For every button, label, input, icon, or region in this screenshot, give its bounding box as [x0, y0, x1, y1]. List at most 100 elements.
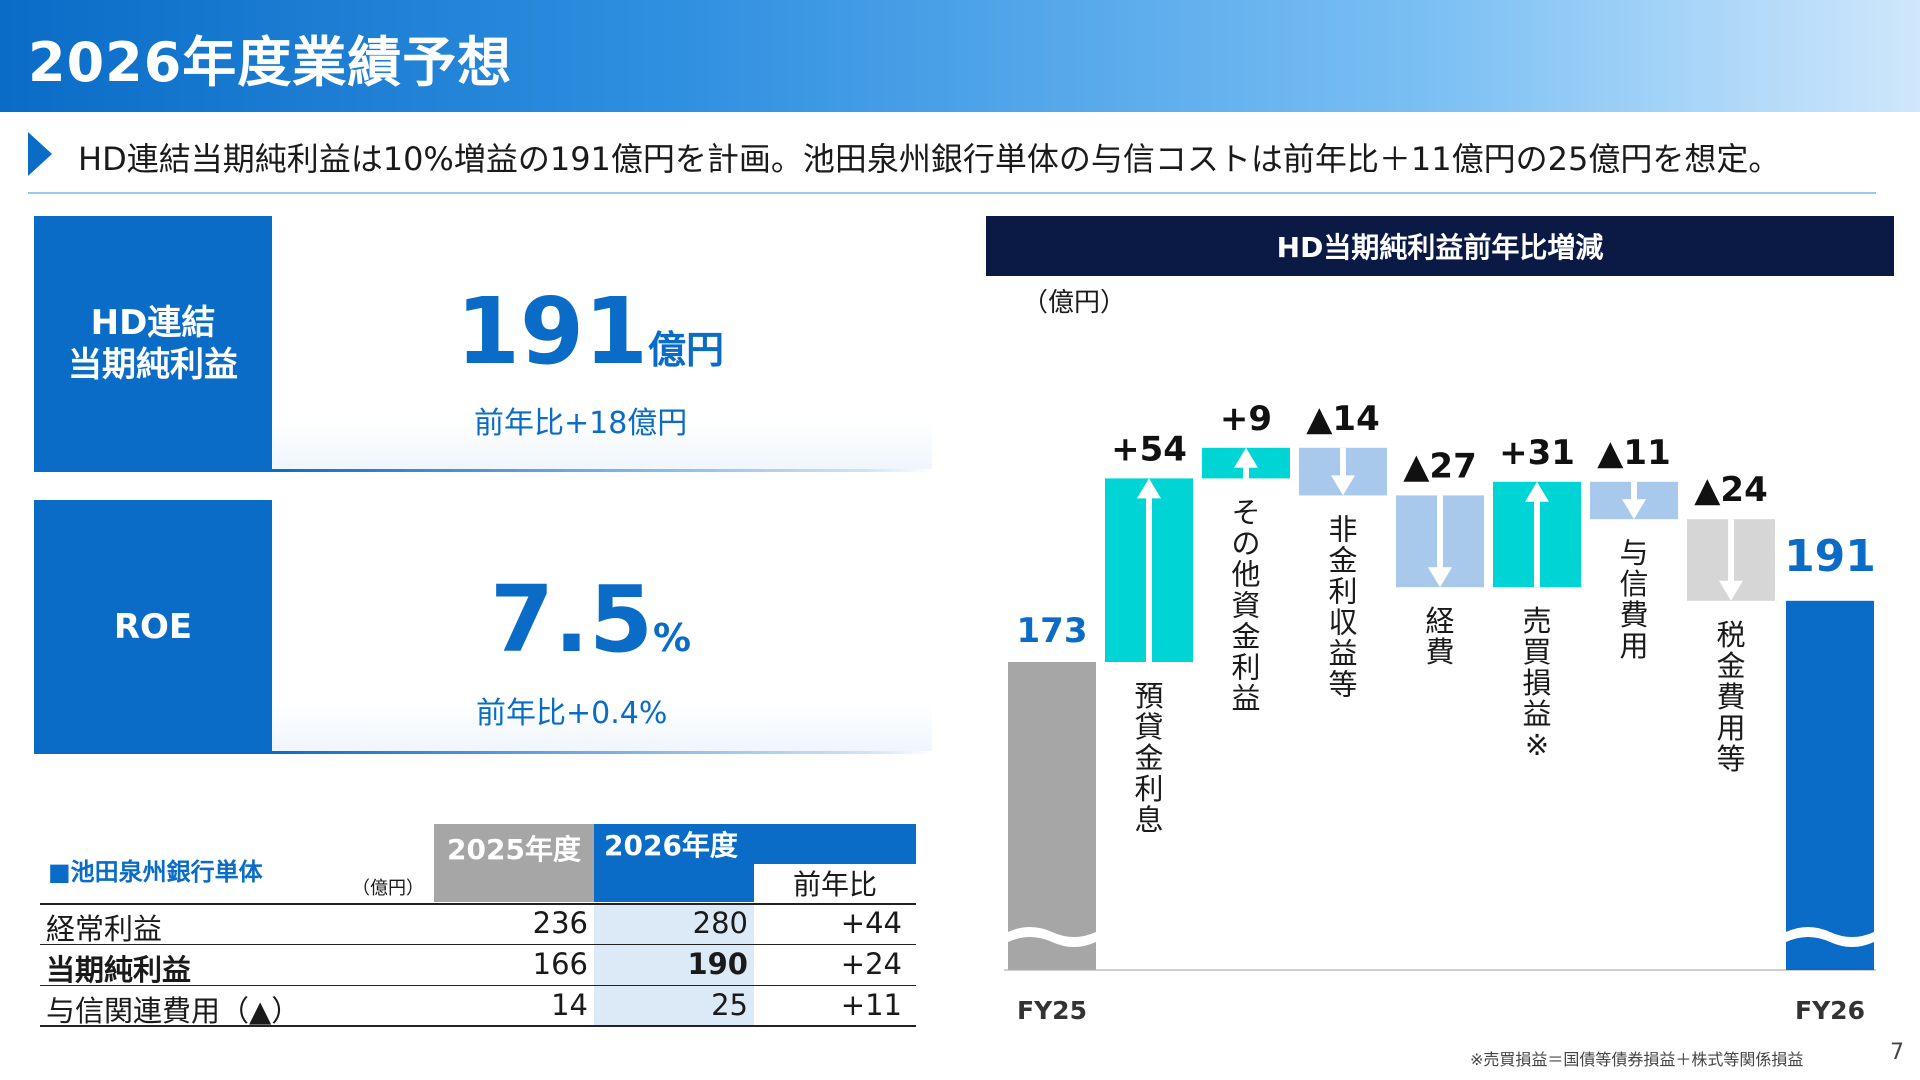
page-title: 2026年度業績予想 — [28, 31, 513, 94]
table-header-2026-text: 2026年度 — [604, 829, 738, 862]
data-label-step: ▲27 — [1403, 446, 1476, 486]
up-arrow-icon — [1137, 478, 1161, 499]
category-label: 金 — [1716, 649, 1745, 683]
data-label-step: +9 — [1220, 399, 1272, 439]
lead-text: HD連結当期純利益は10%増益の191億円を計画。池田泉州銀行単体の与信コストは… — [78, 140, 1781, 178]
category-label: 利 — [1328, 574, 1357, 608]
table-header-2026-fill — [594, 864, 754, 902]
table-cell-2026: 190 — [687, 947, 748, 981]
bar-fy26 — [1786, 600, 1874, 970]
kpi-net-income-value: 191億円 — [456, 278, 724, 385]
down-arrow-icon — [1728, 519, 1734, 583]
table-row-label: 与信関連費用（▲） — [46, 994, 301, 1028]
category-label: 益 — [1522, 697, 1551, 731]
category-label: 非 — [1328, 512, 1357, 546]
lead-divider — [28, 192, 1876, 194]
category-label: 売 — [1522, 604, 1551, 638]
table-cell-2025: 166 — [532, 947, 588, 981]
up-arrow-icon — [1243, 465, 1249, 479]
kpi-net-income-panel — [272, 216, 932, 472]
down-arrow-icon — [1622, 499, 1646, 520]
axis-break-mark — [1786, 927, 1874, 947]
axis-break-mark — [1008, 927, 1096, 947]
down-arrow-icon — [1340, 447, 1346, 478]
lead-arrow-icon — [28, 132, 52, 176]
chart-unit-label: （億円） — [1022, 288, 1126, 318]
kpi-roe-unit: % — [652, 616, 692, 660]
category-label: 益 — [1231, 681, 1260, 715]
kpi-net-income-unit: 億円 — [648, 328, 725, 372]
kpi-net-income-number: 191 — [456, 278, 649, 385]
category-label: 費 — [1425, 635, 1454, 669]
category-label: 貸 — [1134, 710, 1163, 744]
down-arrow-icon — [1719, 580, 1743, 601]
kpi-net-income-underline — [272, 469, 932, 472]
kpi-net-income-label: HD連結 当期純利益 — [34, 216, 272, 472]
x-tick-fy26: FY26 — [1795, 996, 1865, 1025]
title-bar: 2026年度業績予想 — [0, 0, 1920, 112]
category-label: 益 — [1328, 636, 1357, 670]
down-arrow-icon — [1331, 475, 1355, 496]
page-number: 7 — [1890, 1040, 1904, 1065]
data-label-step: +31 — [1499, 433, 1575, 473]
chart-title-text: HD当期純利益前年比増減 — [1276, 231, 1604, 264]
kpi-net-income-yoy: 前年比+18億円 — [474, 406, 688, 441]
kpi-roe-value: 7.5% — [490, 566, 691, 673]
table-rule — [40, 903, 916, 905]
table-cell-yoy: +24 — [840, 947, 902, 981]
table-rule — [40, 944, 916, 945]
category-label: 収 — [1328, 605, 1357, 639]
kpi-roe-yoy: 前年比+0.4% — [476, 696, 668, 731]
table-cell-2025: 14 — [551, 988, 588, 1022]
category-label: 損 — [1522, 666, 1551, 700]
table-header-yoy: 前年比 — [754, 864, 916, 902]
table-header-2026: 2026年度 — [594, 824, 916, 864]
category-label: 信 — [1619, 567, 1648, 601]
up-arrow-icon — [1146, 496, 1152, 662]
category-label: 用 — [1716, 711, 1745, 745]
category-label: 息 — [1134, 803, 1163, 837]
category-label: 利 — [1231, 650, 1260, 684]
table-header-yoy-text: 前年比 — [792, 868, 877, 901]
table-cell-yoy: +44 — [840, 906, 902, 940]
x-tick-fy25: FY25 — [1017, 996, 1087, 1025]
category-label: 与 — [1619, 536, 1648, 570]
up-arrow-icon — [1525, 481, 1549, 502]
category-label: 等 — [1328, 667, 1357, 701]
down-arrow-icon — [1631, 481, 1637, 502]
data-label-step: +54 — [1111, 429, 1187, 469]
table-cell-2026: 25 — [711, 988, 748, 1022]
category-label: 金 — [1328, 543, 1357, 577]
table-cell-2026: 280 — [692, 906, 748, 940]
table-caption: ■池田泉州銀行単体 — [48, 858, 263, 886]
data-label-step: ▲11 — [1597, 433, 1670, 473]
kpi-roe-label: ROE — [34, 500, 272, 754]
table-header-2025: 2025年度 — [434, 824, 594, 902]
table-cell-2025: 236 — [532, 906, 588, 940]
kpi-roe-label-text: ROE — [113, 606, 193, 647]
category-label: 費 — [1619, 598, 1648, 632]
category-label: そ — [1231, 495, 1260, 529]
bar-fy25 — [1008, 662, 1096, 970]
category-label: 利 — [1134, 772, 1163, 806]
kpi-roe-underline — [272, 751, 932, 754]
kpi-roe-number: 7.5 — [490, 566, 653, 673]
category-label: 費 — [1716, 680, 1745, 714]
waterfall-chart: （億円） 173FY25+54預貸金利息+9その他資金利益▲14非金利収益等▲2… — [1004, 288, 1876, 1025]
kpi-roe-panel — [272, 500, 932, 754]
table-rule — [40, 985, 916, 986]
category-label: 用 — [1619, 629, 1648, 663]
category-label: 等 — [1716, 742, 1745, 776]
data-label-fy25: 173 — [1017, 611, 1088, 651]
category-label: 金 — [1134, 741, 1163, 775]
footnote: ※売買損益＝国債等債券損益＋株式等関係損益 — [1470, 1050, 1804, 1069]
category-label: 税 — [1716, 618, 1745, 652]
table-cell-yoy: +11 — [840, 988, 902, 1022]
category-label: 金 — [1231, 619, 1260, 653]
chart-title: HD当期純利益前年比増減 — [986, 216, 1894, 276]
table-row-label: 経常利益 — [46, 912, 163, 946]
category-label: 預 — [1134, 679, 1163, 713]
up-arrow-icon — [1234, 447, 1258, 468]
down-arrow-icon — [1428, 567, 1452, 588]
data-label-step: ▲24 — [1694, 470, 1767, 510]
